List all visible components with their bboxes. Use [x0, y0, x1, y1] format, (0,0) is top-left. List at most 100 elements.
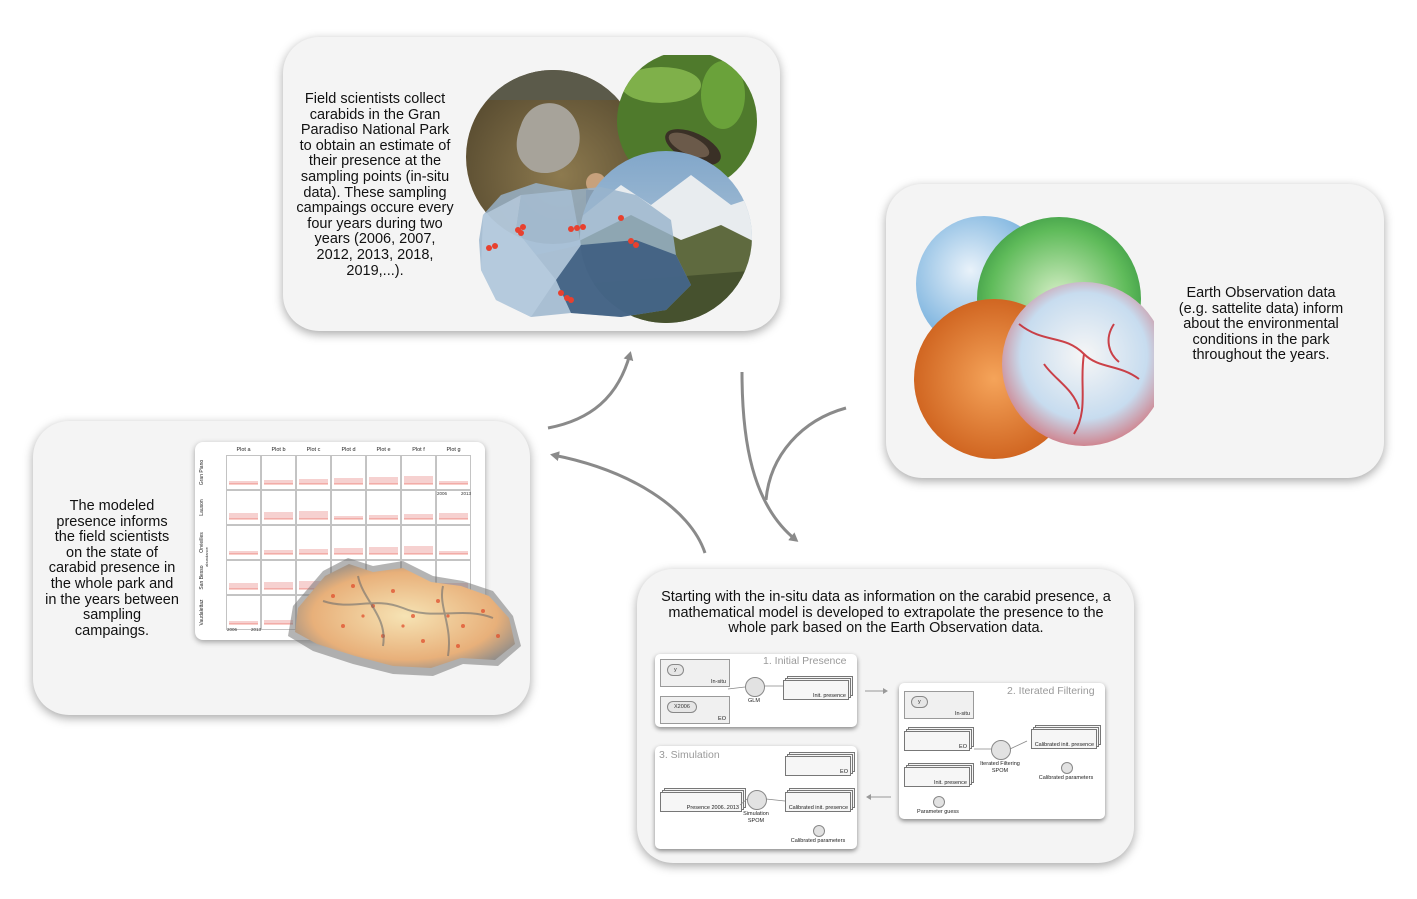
- plot-cell: [401, 455, 436, 490]
- plot-cell: [226, 490, 261, 525]
- plot-cell: [366, 455, 401, 490]
- park-map: [479, 183, 691, 317]
- ci-band: [229, 481, 258, 484]
- plot-column-headers: Plot a Plot b Plot c Plot d Plot e Plot f Plot…: [236, 447, 460, 453]
- ci-band: [264, 620, 293, 624]
- simulation-presence-label: Presence 2006..2013: [686, 805, 739, 811]
- plot-row-headers: Gran Piano Lauson Orvieilles San Besso Vauda…: [199, 460, 205, 626]
- iterated-filtering-title: 2. Iterated Filtering: [1007, 685, 1095, 697]
- x-tick-2013-b: 2013: [461, 491, 472, 496]
- initial-presence-box: 1. Initial Presence y In-situ X2006 EO G…: [655, 654, 857, 727]
- plot-column-header: Plot g: [446, 447, 460, 453]
- ci-band: [439, 481, 468, 484]
- field-photo-collage: [466, 55, 757, 323]
- ci-band: [369, 515, 398, 519]
- plot-cell: [401, 490, 436, 525]
- iterated-filtering-label-2: SPOM: [991, 768, 1009, 774]
- plot-column-header: Plot a: [236, 447, 251, 453]
- glm-icon: [745, 677, 765, 697]
- ci-band: [439, 513, 468, 519]
- filtering-calibrated-params-icon: [1061, 762, 1073, 774]
- ci-band: [229, 621, 258, 624]
- initial-presence-label: Init. presence: [812, 693, 846, 699]
- iterated-filtering-label: Iterated Filtering: [980, 761, 1020, 767]
- simulation-calibrated-params-label: Calibrated parameters: [790, 838, 846, 844]
- ci-band: [264, 480, 293, 484]
- feedback-panel-text: The modeled presence informs the field s…: [45, 498, 179, 639]
- eo-panel: Earth Observation data (e.g. sattelite d…: [886, 184, 1384, 478]
- arrow-eo-to-model: [764, 406, 847, 501]
- plot-cell: [226, 560, 261, 595]
- ci-band: [334, 548, 363, 554]
- simulation-label: Simulation: [743, 811, 769, 817]
- ci-band: [229, 551, 258, 554]
- plot-row-header: Orvieilles: [199, 532, 205, 553]
- ci-band: [404, 476, 433, 484]
- park-presence-map: [288, 558, 521, 676]
- plot-cell: [436, 455, 471, 490]
- x-tick-2006: 2006: [227, 627, 238, 632]
- model-panel: Starting with the in-situ data as inform…: [637, 569, 1134, 863]
- plot-column-header: Plot d: [341, 447, 355, 453]
- filtering-calibrated-init-stack: Calibrated init. presence: [1031, 729, 1097, 749]
- simulation-box: 3. Simulation EO Presence 2006..2013 Sim…: [655, 746, 857, 849]
- plot-row-header: San Besso: [199, 565, 205, 589]
- simulation-calibrated-init-label: Calibrated init. presence: [788, 805, 848, 811]
- filtering-insitu-label: In-situ: [955, 711, 970, 717]
- initial-eo-card: X2006 EO: [660, 696, 730, 724]
- arrow-field-to-model: [740, 371, 799, 542]
- ci-band: [299, 511, 328, 519]
- filtering-insitu-card: y In-situ: [904, 691, 974, 719]
- initial-presence-stack: Init. presence: [783, 680, 849, 700]
- plot-cell: [296, 455, 331, 490]
- workflow-connectors: [727, 685, 1028, 806]
- ci-band: [299, 479, 328, 484]
- filtering-calibrated-init-label: Calibrated init. presence: [1034, 742, 1094, 748]
- simulation-eo-stack: EO: [785, 756, 851, 776]
- ci-band: [229, 513, 258, 519]
- plot-row-header: Gran Piano: [199, 460, 205, 486]
- plot-y-axis-label: abundance: [204, 546, 209, 567]
- simulation-label-2: SPOM: [747, 818, 765, 824]
- plot-column-header: Plot c: [307, 447, 321, 453]
- meadow-photo: [466, 70, 640, 244]
- glm-label: GLM: [748, 698, 760, 704]
- parameter-guess-icon: [933, 796, 945, 808]
- plot-cell: [331, 455, 366, 490]
- plot-cell: [261, 455, 296, 490]
- plot-column-header: Plot e: [376, 447, 390, 453]
- ci-band: [404, 546, 433, 554]
- initial-x2006-symbol: X2006: [667, 701, 697, 713]
- parameter-guess-label: Parameter guess: [917, 809, 959, 815]
- initial-eo-label: EO: [718, 716, 726, 722]
- plot-cell: [226, 525, 261, 560]
- simulation-calibrated-params-icon: [813, 825, 825, 837]
- x-tick-2013: 2013: [251, 627, 262, 632]
- plot-cell: [226, 595, 261, 630]
- eo-map-elevation: [1002, 282, 1154, 446]
- filtering-calibrated-params-label: Calibrated parameters: [1038, 775, 1094, 781]
- ci-band: [299, 549, 328, 554]
- simulation-title: 3. Simulation: [659, 749, 720, 761]
- plot-column-header: Plot f: [412, 447, 425, 453]
- ci-band: [439, 551, 468, 554]
- plot-cell: [331, 490, 366, 525]
- ci-band: [369, 547, 398, 554]
- filtering-eo-stack: EO: [904, 731, 970, 751]
- model-panel-text: Starting with the in-situ data as inform…: [661, 589, 1111, 637]
- feedback-panel: The modeled presence informs the field s…: [33, 421, 530, 715]
- plot-cell: [366, 490, 401, 525]
- initial-insitu-card: y In-situ: [660, 659, 730, 687]
- sampling-points: [486, 215, 639, 303]
- ci-band: [229, 583, 258, 589]
- x-tick-2006-b: 2006: [437, 491, 448, 496]
- plot-row-header: Lauson: [199, 499, 205, 516]
- ci-band: [264, 550, 293, 554]
- initial-insitu-label: In-situ: [711, 679, 726, 685]
- filtering-init-presence-stack: Init. presence: [904, 767, 970, 787]
- ci-band: [264, 582, 293, 589]
- ci-band: [264, 512, 293, 519]
- ci-band: [334, 478, 363, 484]
- simulation-calibrated-init-stack: Calibrated init. presence: [785, 792, 851, 812]
